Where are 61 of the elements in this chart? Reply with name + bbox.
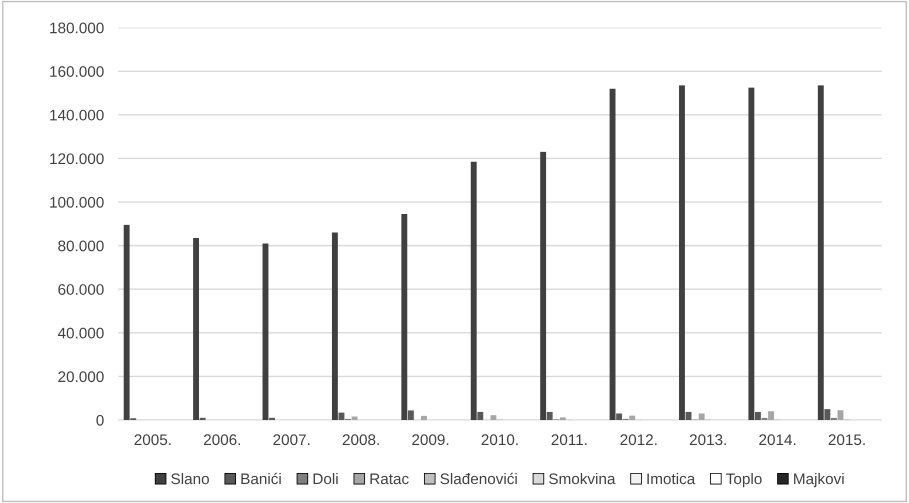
- bar: [616, 413, 622, 420]
- y-tick-label: 20.000: [58, 371, 104, 382]
- x-tick-label: 2009.: [412, 434, 448, 446]
- bar: [838, 410, 844, 420]
- y-tick-label: 40.000: [58, 328, 104, 339]
- bar: [401, 214, 408, 420]
- bar: [540, 152, 546, 420]
- x-tick-label: 2010.: [482, 434, 518, 446]
- bar: [352, 416, 358, 420]
- bar: [610, 88, 616, 420]
- bar: [470, 162, 477, 420]
- bar: [818, 85, 824, 420]
- y-tick-label: 0: [96, 414, 104, 426]
- y-tick-label: 140.000: [50, 110, 104, 121]
- bar: [748, 88, 754, 420]
- x-tick-label: 2005.: [134, 434, 171, 446]
- legend-label: Slađenovići: [440, 472, 517, 484]
- legend-label: Ratac: [370, 474, 409, 484]
- bar: [762, 418, 768, 420]
- y-tick-label: 180.000: [50, 22, 104, 34]
- bar: [768, 411, 774, 420]
- bar: [332, 232, 338, 420]
- bar: [262, 243, 268, 420]
- x-tick-label: 2013.: [690, 434, 726, 446]
- x-tick-label: 2008.: [342, 434, 379, 446]
- y-tick-label: 80.000: [58, 240, 104, 252]
- bar: [193, 238, 200, 420]
- bar: [698, 413, 705, 420]
- y-tick-label: 60.000: [58, 284, 104, 295]
- bar: [830, 418, 837, 420]
- x-tick-label: 2014.: [759, 434, 796, 446]
- bar: [560, 417, 566, 420]
- bar: [629, 416, 636, 420]
- bar: [338, 412, 344, 420]
- x-tick-label: 2012.: [620, 434, 657, 446]
- legend-label: Slano: [171, 472, 209, 484]
- bar: [408, 410, 414, 420]
- bar: [490, 415, 496, 420]
- bar: [124, 224, 130, 420]
- legend-label: Banići: [241, 472, 281, 484]
- bar: [269, 418, 275, 420]
- legend-label: Doli: [314, 472, 338, 484]
- bar: [754, 412, 761, 420]
- x-tick-label: 2011.: [552, 434, 587, 446]
- legend-label: Toplo: [726, 472, 762, 488]
- bar: [477, 412, 484, 420]
- bar: [200, 418, 206, 420]
- y-tick-label: 160.000: [50, 66, 104, 77]
- x-tick-label: 2006.: [204, 434, 240, 446]
- x-tick-label: 2015.: [828, 434, 865, 446]
- bar: [824, 409, 830, 420]
- y-tick-label: 100.000: [50, 196, 104, 208]
- y-tick-label: 120.000: [50, 153, 104, 164]
- legend-label: Imotica: [647, 472, 696, 484]
- x-tick-label: 2007.: [273, 434, 310, 446]
- legend-label: Smokvina: [549, 472, 616, 484]
- bar: [546, 412, 553, 420]
- bar: [679, 85, 685, 420]
- bar: [686, 412, 692, 420]
- legend-label: Majkovi: [794, 472, 844, 488]
- bar: [421, 416, 427, 420]
